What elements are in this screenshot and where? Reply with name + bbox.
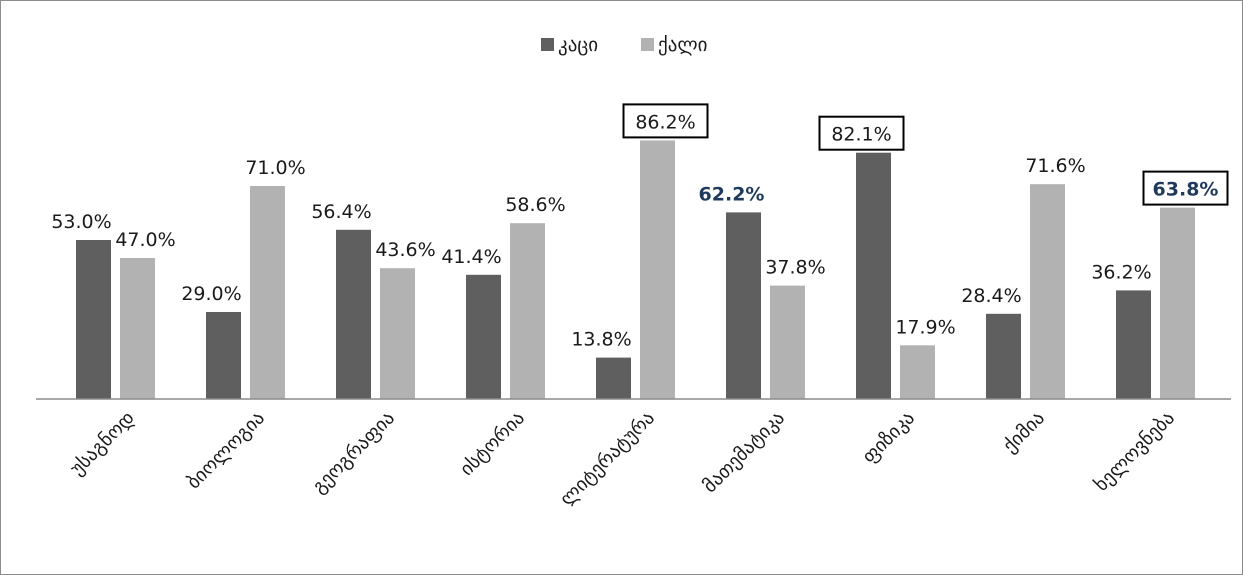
category-label-7: ქიმია: [999, 407, 1049, 457]
bar-1-5: [770, 285, 805, 399]
category-labels: უსაგნოდ ბიოლოგია გეოგრაფია ისტორია ლიტერატურ…: [66, 407, 1179, 510]
bar-0-6: [856, 152, 891, 399]
bar-0-8: [1116, 290, 1151, 399]
data-label-0-4: 13.8%: [571, 329, 631, 351]
bar-0-5: [726, 212, 761, 399]
data-label-0-5: 62.2%: [699, 183, 765, 205]
category-label-6: ფიზიკა: [858, 407, 919, 468]
data-label-1-4: 86.2%: [635, 111, 695, 133]
bar-1-7: [1030, 184, 1065, 399]
bar-1-3: [510, 223, 545, 399]
bar-0-1: [206, 312, 241, 399]
legend: კაცი ქალი: [541, 34, 707, 56]
data-label-1-7: 71.6%: [1025, 155, 1085, 177]
category-label-8: ხელოვნება: [1090, 407, 1179, 496]
category-label-2: გეოგრაფია: [308, 407, 399, 498]
data-labels: 53.0%47.0% 29.0% 71.0% 56.4%43.6% 41.4% 58.6%…: [51, 103, 1229, 351]
label-box-1-4: [622, 103, 709, 139]
legend-swatch-1: [641, 38, 654, 51]
category-label-3: ისტორია: [456, 407, 529, 480]
category-label-0: უსაგნოდ: [66, 407, 139, 480]
label-box-0-6: [818, 115, 905, 151]
bar-1-6: [900, 345, 935, 399]
bar-1-8: [1160, 207, 1195, 399]
data-label-1-6: 17.9%: [895, 316, 955, 338]
data-label-0-8: 36.2%: [1091, 261, 1151, 283]
category-label-4: ლიტერატურა: [556, 407, 659, 510]
data-label-0-2: 56.4%: [311, 201, 371, 223]
data-label-1-8: 63.8%: [1153, 179, 1219, 201]
data-label-1-1: 71.0%: [245, 157, 305, 179]
bar-0-7: [986, 313, 1021, 399]
bar-1-4: [640, 140, 675, 399]
category-label-5: მათემატიკა: [699, 407, 789, 497]
data-label-1-3: 58.6%: [505, 194, 565, 216]
bar-1-2: [380, 268, 415, 399]
bar-1-0: [120, 258, 155, 399]
bar-0-2: [336, 229, 371, 399]
bar-0-0: [76, 240, 111, 399]
data-label-0-3: 41.4%: [441, 246, 501, 268]
data-label-1-2: 43.6%: [375, 239, 435, 261]
legend-label-0: კაცი: [558, 34, 598, 56]
data-label-1-5: 37.8%: [765, 257, 825, 279]
data-label-0-6: 82.1%: [831, 124, 891, 146]
data-label-0-1: 29.0%: [181, 283, 241, 305]
data-label-0-0: 53.0%: [51, 211, 111, 233]
bar-1-1: [250, 186, 285, 399]
legend-swatch-0: [541, 38, 554, 51]
data-label-1-0: 47.0%: [115, 229, 175, 251]
data-label-0-7: 28.4%: [961, 285, 1021, 307]
bar-0-3: [466, 274, 501, 399]
bars: [76, 140, 1195, 399]
label-box-1-8: [1142, 170, 1229, 206]
legend-label-1: ქალი: [658, 34, 707, 56]
bar-0-4: [596, 357, 631, 399]
category-label-1: ბიოლოგია: [183, 407, 269, 493]
